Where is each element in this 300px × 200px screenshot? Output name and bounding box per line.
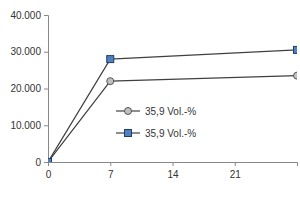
y-tick-label: 20.000 (10, 83, 41, 94)
marker (48, 159, 52, 163)
y-tick: 10.000 (10, 120, 48, 131)
data-area (48, 46, 297, 162)
x-tick: 0 (46, 162, 52, 180)
x-tick: 21 (230, 162, 242, 180)
series-line (48, 76, 297, 162)
legend-label: 35,9 Vol.-% (145, 106, 196, 117)
y-tick: 30.000 (10, 46, 48, 57)
y-tick: 40.000 (10, 10, 48, 21)
marker (107, 78, 114, 85)
legend-entry: 35,9 Vol.-% (116, 106, 196, 117)
marker (107, 56, 114, 63)
y-tick-label: 10.000 (10, 120, 41, 131)
x-tick: 14 (167, 162, 179, 180)
legend-marker-shape (125, 108, 132, 115)
legend-marker (125, 130, 132, 137)
legend-entry: 35,9 Vol.-% (116, 128, 196, 139)
marker-shape (107, 78, 114, 85)
y-axis-line (44, 16, 49, 163)
y-tick-mark (44, 52, 48, 53)
y-tick-label: 40.000 (10, 10, 41, 21)
legend-marker-shape (125, 130, 132, 137)
x-tick-label: 21 (230, 169, 242, 180)
y-tick-mark (44, 89, 48, 90)
y-tick-label: 30.000 (10, 46, 41, 57)
x-tick-mark (173, 162, 174, 166)
marker-shape (294, 72, 298, 79)
x-tick-mark (235, 162, 236, 166)
y-tick: 20.000 (10, 83, 48, 94)
y-tick-mark (44, 162, 48, 163)
x-tick: 7 (108, 162, 114, 180)
y-tick-label: 0 (35, 157, 41, 168)
x-tick-mark (110, 162, 111, 166)
marker-shape (294, 46, 298, 53)
y-tick-mark (44, 125, 48, 126)
chart: 0 10.000 20.000 30.000 40.000 0 7 14 21 35,9 Vol.… (0, 0, 300, 200)
legend: 35,9 Vol.-% 35,9 Vol.-% (116, 106, 196, 139)
x-tick-label: 0 (46, 169, 52, 180)
y-tick-mark (44, 15, 48, 16)
x-axis-line (49, 163, 298, 167)
x-axis: 0 7 14 21 (46, 162, 298, 180)
marker-shape (107, 56, 114, 63)
y-axis: 0 10.000 20.000 30.000 40.000 (10, 10, 48, 168)
marker (294, 46, 298, 53)
marker-shape (48, 159, 52, 163)
legend-marker (125, 108, 132, 115)
marker-shape (48, 159, 52, 163)
marker (294, 72, 298, 79)
plot: 0 10.000 20.000 30.000 40.000 0 7 14 21 (10, 10, 300, 180)
x-tick-label: 14 (167, 169, 179, 180)
series-line (48, 50, 297, 162)
y-tick: 0 (35, 157, 48, 168)
legend-label: 35,9 Vol.-% (145, 128, 196, 139)
marker (48, 159, 52, 163)
x-tick-label: 7 (108, 169, 114, 180)
x-tick-mark (48, 162, 49, 166)
